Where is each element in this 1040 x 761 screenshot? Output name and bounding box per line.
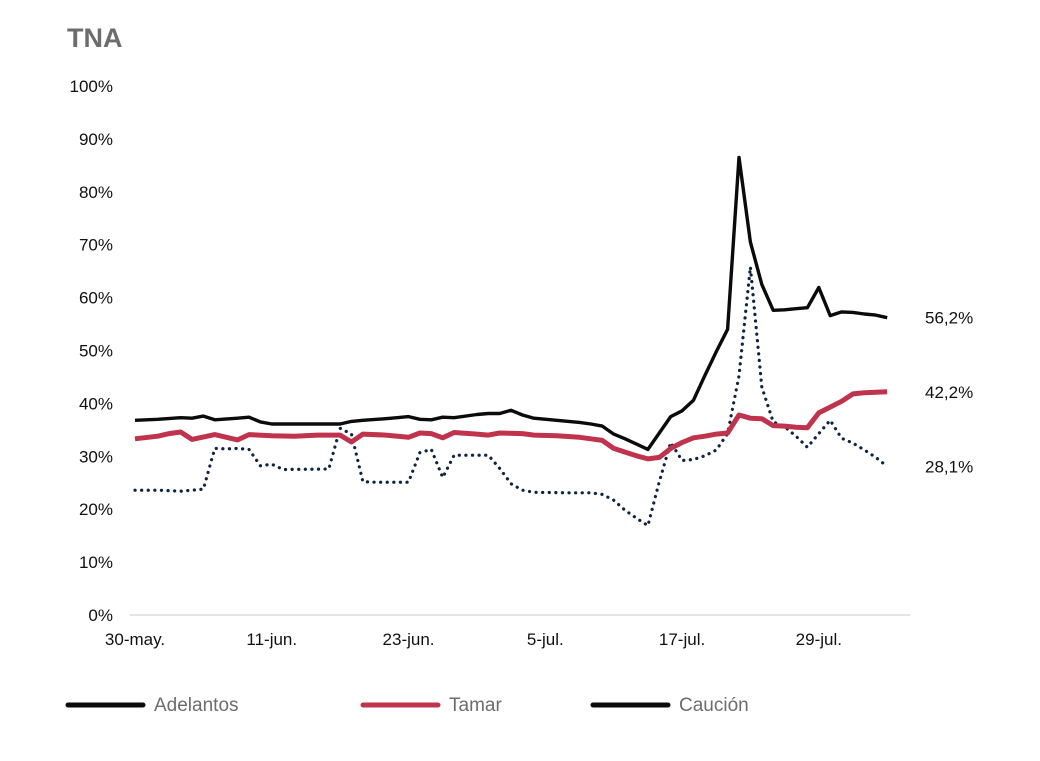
legend-label: Adelantos [154, 695, 239, 716]
y-tick-label: 10% [79, 553, 113, 572]
end-value-label: 56,2% [925, 309, 973, 328]
chart-title: TNA [67, 23, 123, 53]
series-line-tamar [134, 389, 888, 462]
x-tick-label: 23-jun. [383, 630, 435, 649]
y-tick-label: 30% [79, 447, 113, 466]
y-tick-label: 0% [88, 606, 113, 625]
legend-label: Caución [679, 695, 749, 716]
end-value-label: 42,2% [925, 383, 973, 402]
y-tick-label: 90% [79, 130, 113, 149]
y-axis: 0% 10% 20% 30% 40% 50% 60% 70% 80% 90% 100% [70, 77, 113, 625]
y-tick-label: 20% [79, 500, 113, 519]
x-tick-label: 29-jul. [796, 630, 842, 649]
y-tick-label: 40% [79, 394, 113, 413]
y-tick-label: 70% [79, 236, 113, 255]
x-tick-label: 17-jul. [659, 630, 705, 649]
legend-label: Tamar [449, 695, 502, 716]
end-labels: 56,2% 42,2% 28,1% [925, 309, 973, 477]
end-value-label: 28,1% [925, 457, 973, 476]
x-tick-label: 11-jun. [246, 630, 297, 649]
y-tick-label: 80% [79, 183, 113, 202]
series-layer [133, 155, 889, 528]
y-tick-label: 50% [79, 342, 113, 361]
y-tick-label: 60% [79, 289, 113, 308]
x-tick-label: 30-may. [105, 630, 165, 649]
series-line-adelantos [134, 155, 888, 452]
legend: Adelantos Tamar Caución [65, 695, 749, 716]
y-tick-label: 100% [70, 77, 113, 96]
x-tick-label: 5-jul. [527, 630, 564, 649]
x-axis: 30-may. 11-jun. 23-jun. 5-jul. 17-jul. 29-jul… [105, 630, 842, 649]
series-line-caucin [133, 265, 889, 528]
